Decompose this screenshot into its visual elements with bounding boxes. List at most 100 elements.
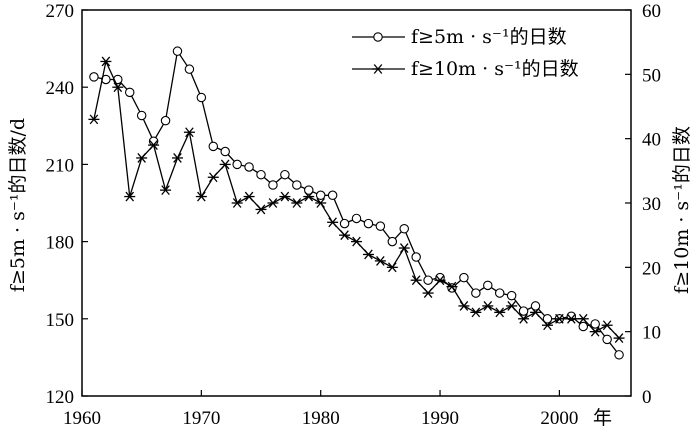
series-1-point [602,334,612,345]
series-1-point [124,87,135,98]
series-1-point [494,288,505,298]
series-2-point [398,243,410,253]
series-1-point [399,223,409,234]
series-1-point [471,288,481,298]
series-1-point [232,159,242,170]
series-2-point [315,198,327,208]
series-1-point [351,213,362,224]
series-2-point [160,185,172,196]
series-2-point [327,217,339,228]
y-left-tick-label: 120 [46,387,75,408]
y-left-tick-label: 270 [46,1,75,22]
series-2-point [291,198,303,208]
series-1-point [542,314,553,324]
series-2-point [541,320,553,331]
series-2-point [124,191,136,202]
legend-marker-circle [373,32,383,42]
series-2-point [148,140,160,151]
series-2-point [553,313,565,324]
series-2-point [577,313,589,324]
series-1-point [506,290,517,301]
x-tick-label: 1970 [182,408,220,429]
series-1-point [530,301,541,311]
series-line-2 [93,60,620,339]
series-1-point [614,350,624,360]
series-1-point [590,319,600,329]
legend: f≥5m · s⁻¹的日数 f≥10m · s⁻¹的日数 [352,26,579,80]
series-2-point [303,191,315,202]
series-1-point [327,190,338,201]
series-1-point [315,190,326,201]
series-2-point [386,262,398,273]
series-1-point [363,218,374,229]
series-2-point [458,301,470,311]
series-1-point [387,236,398,247]
series-1-point [244,162,254,172]
y-right-tick-label: 0 [642,387,652,408]
series-2-point [231,198,243,208]
series-2-point [351,236,362,247]
legend-label-series-2: f≥10m · s⁻¹的日数 [411,58,579,80]
y-left-tick-label: 180 [46,233,75,254]
series-2-point [183,127,195,138]
series-2-point [446,281,458,292]
y-right-tick-label: 50 [642,65,661,86]
series-1-point [518,306,529,316]
series-1-point [292,180,302,190]
series-2-point [195,191,207,202]
series-1-point [578,321,589,332]
y-right-tick-label: 20 [642,258,661,279]
series-2-point [279,191,291,202]
series-2-point [601,320,613,331]
ticks-layer: 1960 1970 1980 1990 2000 120 150 180 210 240 270 0 1… [46,1,662,429]
series-2-point [339,230,351,241]
y-right-tick-label: 60 [642,1,661,22]
series-2-point [219,159,231,170]
series-2-point [565,313,577,324]
series-2-point [422,288,434,298]
series-1-point [375,221,386,231]
series-1-point [208,141,219,152]
x-tick-label: 1960 [63,408,101,429]
series-2-point [171,153,183,163]
series-1-point [196,92,207,103]
series-1-point [339,218,350,229]
y-right-axis-title: f≥10m · s⁻¹的日数 [671,126,693,294]
series-2-point [362,249,374,260]
series-2-point [207,172,219,183]
series-1-point [280,169,290,180]
series-2-point [410,275,422,286]
x-tick-label: 1980 [302,408,340,429]
series-1-point [172,46,183,56]
y-right-tick-label: 10 [642,323,661,344]
series-1-point [160,115,171,126]
series-1-point [483,280,493,291]
series-2-point [267,198,279,208]
x-tick-label: 2000 [540,408,578,429]
series-2-point [88,114,100,125]
series-2-point [589,326,601,337]
series-2-point [518,313,530,324]
series-2-point [243,191,255,202]
x-unit-label: 年 [593,407,612,429]
series-1-point [220,146,230,157]
series-2-point [506,301,518,311]
legend-label-series-1: f≥5m · s⁻¹的日数 [411,26,567,48]
series-2-point [255,204,267,215]
series-line-1 [93,50,620,356]
series-2-point [100,56,112,67]
series-2-point [613,333,625,344]
series-layer [88,46,625,360]
y-right-tick-label: 30 [642,194,661,215]
y-left-tick-label: 150 [46,310,75,331]
series-2-point [482,301,494,311]
series-2-point [434,275,446,286]
series-2-point [136,153,148,163]
series-1-point [304,185,314,195]
y-left-tick-label: 240 [46,78,75,99]
y-left-tick-label: 210 [46,155,75,176]
series-1-point [136,110,147,121]
series-1-point [184,64,195,74]
legend-marker-asterisk [372,64,384,74]
